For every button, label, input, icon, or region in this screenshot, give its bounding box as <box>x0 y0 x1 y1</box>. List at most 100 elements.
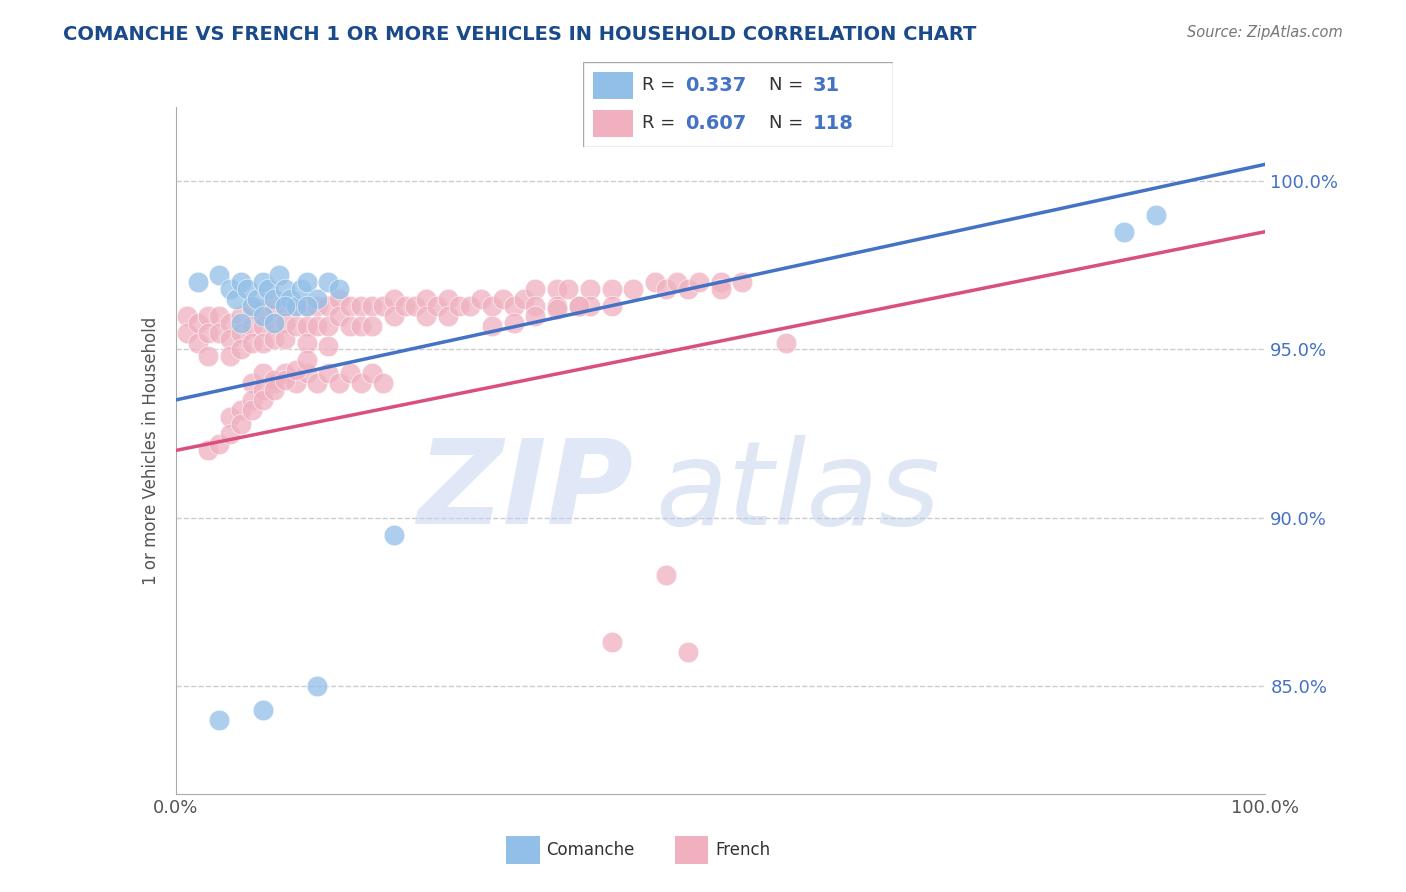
Point <box>731 275 754 289</box>
Text: 0.337: 0.337 <box>686 76 747 95</box>
Point <box>197 326 219 340</box>
Text: French: French <box>716 840 770 859</box>
Point <box>274 299 297 313</box>
FancyBboxPatch shape <box>593 110 633 137</box>
Point <box>295 275 318 289</box>
Point <box>328 282 350 296</box>
Point <box>284 299 307 313</box>
Point <box>208 268 231 283</box>
Point <box>252 275 274 289</box>
Point <box>360 366 382 380</box>
Point <box>502 299 524 313</box>
Point <box>269 268 291 283</box>
Point <box>415 309 437 323</box>
FancyBboxPatch shape <box>593 71 633 99</box>
Point <box>295 318 318 333</box>
Point <box>274 316 297 330</box>
Point <box>263 316 285 330</box>
Point <box>481 299 503 313</box>
Point <box>274 299 297 313</box>
Text: 31: 31 <box>813 76 839 95</box>
Point <box>318 275 340 289</box>
Point <box>231 275 253 289</box>
Point <box>263 316 285 330</box>
Point <box>246 292 269 306</box>
Point <box>666 275 689 289</box>
Point <box>470 292 492 306</box>
Text: N =: N = <box>769 77 808 95</box>
Point <box>546 301 568 316</box>
Point <box>328 376 350 391</box>
Point <box>197 443 219 458</box>
Point <box>263 376 285 391</box>
Point <box>775 335 797 350</box>
Point <box>350 318 373 333</box>
Point <box>350 299 373 313</box>
Point <box>415 292 437 306</box>
Point <box>231 343 253 357</box>
Point <box>263 299 285 313</box>
Point <box>240 376 263 391</box>
Point <box>252 703 274 717</box>
Point <box>274 332 297 346</box>
Point <box>328 292 350 306</box>
Point <box>318 339 340 353</box>
Point <box>208 713 231 727</box>
Point <box>600 282 623 296</box>
Point <box>458 299 481 313</box>
Text: R =: R = <box>643 77 682 95</box>
Point <box>295 335 318 350</box>
Point <box>492 292 515 306</box>
Point <box>295 299 318 313</box>
Point <box>568 299 591 313</box>
Point <box>524 282 547 296</box>
Point <box>240 301 263 316</box>
Point <box>278 292 301 306</box>
Point <box>579 282 602 296</box>
Point <box>219 426 242 441</box>
Point <box>284 318 307 333</box>
Point <box>655 282 678 296</box>
Point <box>710 282 733 296</box>
Point <box>290 282 312 296</box>
Point <box>219 316 242 330</box>
Point <box>307 299 329 313</box>
Point <box>318 366 340 380</box>
Point <box>197 349 219 363</box>
Text: 118: 118 <box>813 114 853 133</box>
Text: R =: R = <box>643 114 682 132</box>
Point <box>240 392 263 407</box>
Point <box>176 326 198 340</box>
Text: Source: ZipAtlas.com: Source: ZipAtlas.com <box>1187 25 1343 40</box>
Point <box>252 318 274 333</box>
Point <box>219 282 242 296</box>
Text: COMANCHE VS FRENCH 1 OR MORE VEHICLES IN HOUSEHOLD CORRELATION CHART: COMANCHE VS FRENCH 1 OR MORE VEHICLES IN… <box>63 25 977 44</box>
Point <box>437 309 460 323</box>
Point <box>546 282 568 296</box>
FancyBboxPatch shape <box>583 62 893 147</box>
Point <box>240 335 263 350</box>
Point <box>339 318 361 333</box>
Point <box>546 299 568 313</box>
Point <box>295 299 318 313</box>
Point <box>274 282 297 296</box>
Point <box>231 316 253 330</box>
Point <box>274 373 297 387</box>
Point <box>307 376 329 391</box>
Point <box>318 318 340 333</box>
Point <box>219 332 242 346</box>
Point <box>219 409 242 424</box>
Point <box>382 527 405 541</box>
Point <box>1112 225 1135 239</box>
Point <box>600 635 623 649</box>
Point <box>502 316 524 330</box>
Point <box>676 282 699 296</box>
Point <box>252 366 274 380</box>
Point <box>208 326 231 340</box>
Point <box>382 309 405 323</box>
Point <box>382 292 405 306</box>
Point <box>219 349 242 363</box>
Point <box>252 301 274 316</box>
Point <box>252 335 274 350</box>
Point <box>263 292 285 306</box>
